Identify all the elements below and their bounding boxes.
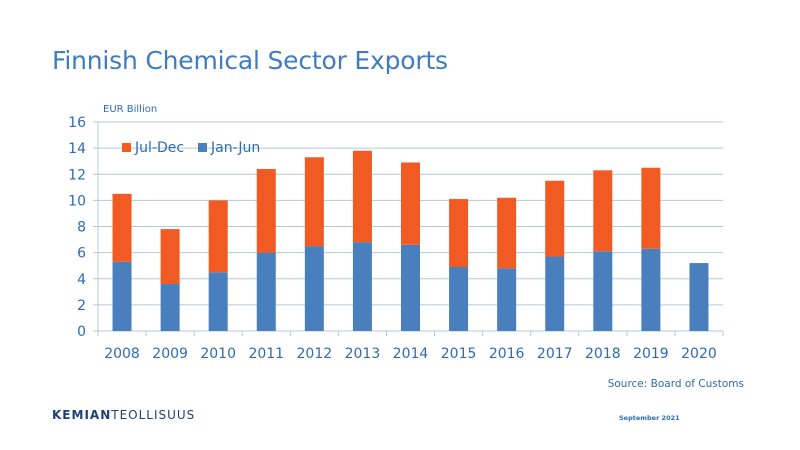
y-tick-label: 0: [77, 324, 86, 340]
x-tick-label: 2009: [152, 346, 188, 362]
legend-label: Jan-Jun: [210, 140, 260, 156]
bar-jan-jun: [304, 246, 324, 331]
page-title: Finnish Chemical Sector Exports: [52, 46, 448, 75]
legend-swatch: [198, 143, 207, 152]
y-tick-label: 14: [68, 141, 86, 157]
bar-jan-jun: [352, 242, 372, 331]
logo-light-text: TEOLLISUUS: [111, 408, 196, 422]
bar-jan-jun: [112, 261, 132, 331]
bar-jul-dec: [641, 167, 661, 249]
x-tick-label: 2008: [104, 346, 140, 362]
y-axis-ticks: 0 2 4 6 8 10 12 14 16: [68, 115, 86, 340]
x-tick-label: 2013: [345, 346, 381, 362]
y-axis-unit-label: EUR Billion: [103, 104, 158, 115]
x-tick-label: 2015: [441, 346, 477, 362]
bars: [112, 150, 709, 331]
x-tick-label: 2017: [537, 346, 573, 362]
y-tick-label: 10: [68, 193, 86, 209]
y-tick-label: 2: [77, 298, 86, 314]
bar-jul-dec: [160, 229, 180, 284]
y-tick-label: 16: [68, 115, 86, 131]
legend-swatch: [122, 143, 131, 152]
legend: Jul-Dec Jan-Jun: [122, 140, 260, 156]
bar-jul-dec: [112, 193, 132, 262]
x-tick-label: 2010: [200, 346, 236, 362]
bar-jul-dec: [401, 162, 420, 245]
bar-jul-dec: [593, 170, 613, 252]
bar-jan-jun: [401, 244, 420, 331]
bar-jul-dec: [449, 199, 469, 267]
bar-jan-jun: [208, 272, 228, 331]
x-tick-label: 2016: [489, 346, 525, 362]
bar-jan-jun: [449, 266, 469, 331]
x-tick-label: 2020: [681, 346, 717, 362]
bar-jan-jun: [256, 252, 276, 331]
bar-jul-dec: [497, 197, 517, 269]
bar-jan-jun: [689, 263, 709, 331]
x-tick-label: 2018: [585, 346, 621, 362]
bar-jul-dec: [352, 150, 372, 243]
logo-bold-text: KEMIAN: [52, 408, 112, 422]
bar-jan-jun: [593, 251, 613, 331]
bar-jul-dec: [304, 157, 324, 247]
x-tick-label: 2019: [633, 346, 669, 362]
bar-jan-jun: [545, 256, 565, 331]
bar-jul-dec: [545, 180, 565, 257]
bar-jul-dec: [208, 200, 228, 273]
x-tick-label: 2012: [297, 346, 333, 362]
x-tick-label: 2014: [393, 346, 429, 362]
y-tick-label: 8: [77, 220, 86, 236]
bar-jul-dec: [256, 169, 276, 253]
legend-label: Jul-Dec: [134, 140, 184, 156]
x-tick-label: 2011: [248, 346, 284, 362]
bar-jan-jun: [160, 283, 180, 331]
date-label: September 2021: [619, 414, 680, 422]
y-tick-label: 12: [68, 167, 86, 183]
y-tick-label: 4: [77, 272, 86, 288]
source-note: Source: Board of Customs: [607, 378, 744, 390]
y-tick-label: 6: [77, 246, 86, 262]
company-logo: KEMIANTEOLLISUUS: [52, 408, 195, 422]
x-axis-ticks: 2008 2009 2010 2011 2012 2013 2014 2015 2016 2017…: [104, 346, 717, 362]
bar-jan-jun: [641, 248, 661, 331]
bar-jan-jun: [497, 268, 517, 331]
